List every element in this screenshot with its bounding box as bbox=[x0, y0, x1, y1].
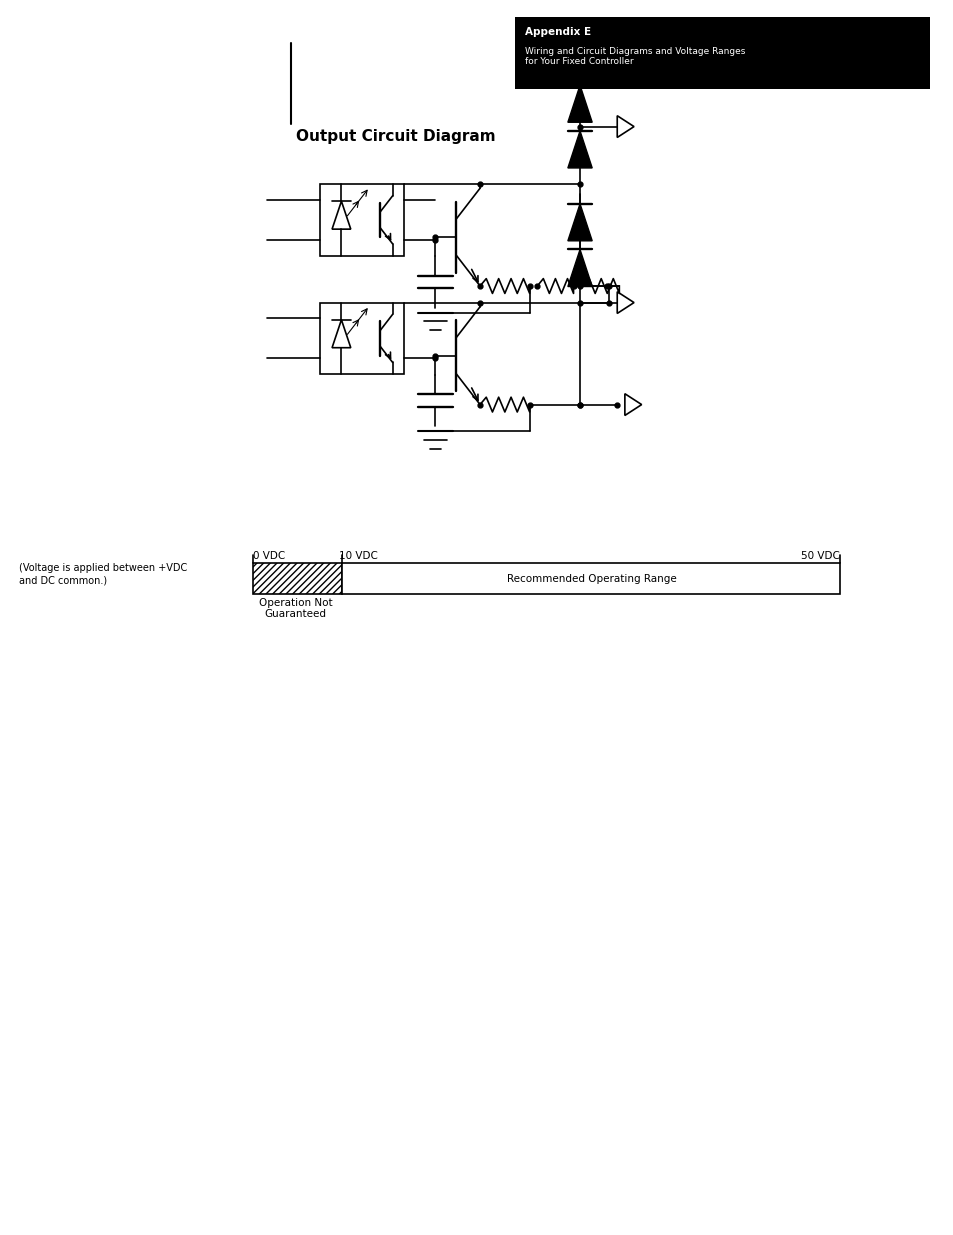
Bar bbox=[319, 184, 403, 256]
Polygon shape bbox=[567, 131, 592, 168]
Bar bbox=[515, 17, 929, 89]
Text: (Voltage is applied between +VDC
and DC common.): (Voltage is applied between +VDC and DC … bbox=[19, 563, 187, 585]
Text: Operation Not
Guaranteed: Operation Not Guaranteed bbox=[258, 598, 333, 619]
Polygon shape bbox=[567, 85, 592, 122]
Text: 0 VDC: 0 VDC bbox=[253, 551, 285, 561]
Text: Appendix E: Appendix E bbox=[524, 27, 590, 37]
Text: 50 VDC: 50 VDC bbox=[800, 551, 839, 561]
Text: Recommended Operating Range: Recommended Operating Range bbox=[506, 574, 676, 584]
Polygon shape bbox=[567, 249, 592, 287]
Text: Wiring and Circuit Diagrams and Voltage Ranges
for Your Fixed Controller: Wiring and Circuit Diagrams and Voltage … bbox=[524, 47, 744, 67]
Text: Output Circuit Diagram: Output Circuit Diagram bbox=[295, 130, 495, 144]
Text: 10 VDC: 10 VDC bbox=[338, 551, 377, 561]
Bar bbox=[319, 303, 403, 374]
Bar bbox=[253, 563, 341, 594]
Bar bbox=[341, 563, 839, 594]
Polygon shape bbox=[567, 204, 592, 241]
